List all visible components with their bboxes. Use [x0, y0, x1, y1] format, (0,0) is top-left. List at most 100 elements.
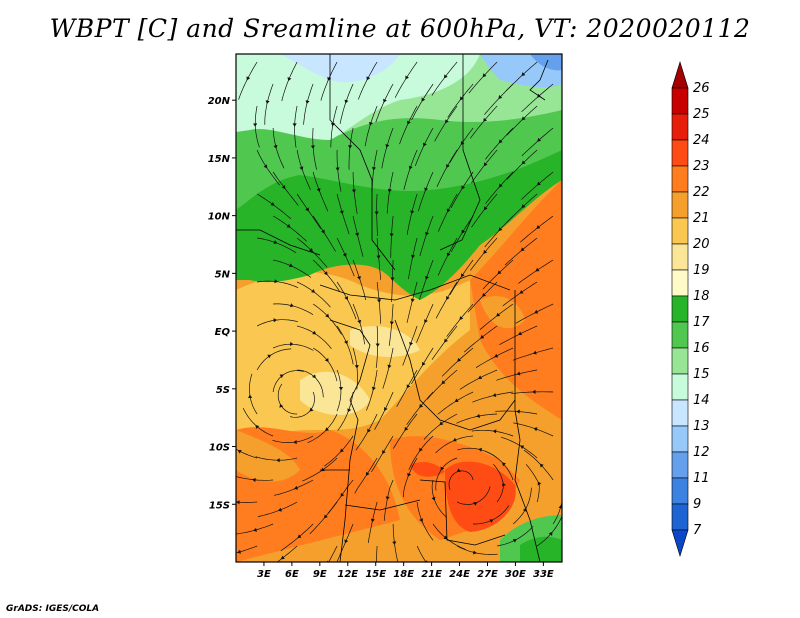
streamline-arrow: [459, 316, 464, 321]
colorbar-label: 19: [693, 263, 710, 278]
streamline: [484, 450, 514, 481]
streamline-arrow: [425, 231, 429, 236]
streamline-arrow: [532, 350, 537, 355]
colorbar-segment: [671, 243, 689, 271]
streamline-arrow: [324, 358, 329, 363]
streamline-arrow: [535, 267, 540, 272]
streamline-arrow: [347, 408, 352, 413]
streamline: [399, 105, 418, 145]
lat-tick-label: 5N: [215, 269, 231, 280]
lon-tick-label: 6E: [285, 569, 299, 580]
streamline: [471, 193, 498, 228]
streamline-arrow: [370, 518, 375, 523]
streamline: [296, 237, 328, 268]
colorbar-label: 17: [693, 315, 710, 330]
streamline-arrow: [516, 409, 520, 414]
streamline-arrow: [281, 185, 286, 190]
streamline: [236, 476, 274, 481]
streamline: [512, 487, 532, 525]
lat-tick-label: EQ: [215, 327, 231, 338]
streamline-arrow: [406, 384, 411, 389]
streamline-arrow: [405, 75, 409, 80]
streamline-arrow: [325, 427, 330, 432]
streamline: [435, 435, 474, 454]
colorbar-segment: [671, 425, 689, 453]
streamline-arrow: [253, 123, 258, 127]
streamline-arrow: [476, 413, 481, 418]
streamline: [257, 237, 297, 254]
colorbar-label: 24: [693, 133, 710, 148]
lon-tick-label: 15E: [365, 569, 386, 580]
streamline: [513, 422, 554, 437]
streamline-arrow: [520, 445, 525, 450]
streamline-arrow: [279, 374, 284, 379]
streamline-arrow: [534, 309, 539, 314]
colorbar-label: 14: [693, 393, 710, 408]
streamline-arrow: [371, 167, 376, 171]
lon-tick-label: 12E: [337, 569, 358, 580]
streamline: [437, 193, 458, 232]
streamline: [376, 545, 378, 562]
colorbar-segment: [671, 503, 689, 531]
streamline-arrow: [482, 73, 487, 78]
streamline-arrow: [411, 254, 416, 259]
streamline-arrow: [305, 207, 309, 212]
streamline-arrow: [461, 185, 466, 190]
streamline-arrow: [389, 321, 394, 325]
streamline: [499, 325, 538, 346]
streamline-arrow: [539, 463, 544, 468]
streamline-arrow: [392, 541, 397, 545]
streamline-arrow: [446, 295, 450, 300]
lon-tick-label: 9E: [313, 569, 327, 580]
streamline: [355, 413, 378, 451]
colorbar-segment: [671, 295, 689, 323]
streamline-arrow: [237, 549, 242, 554]
streamline-arrow: [236, 500, 240, 505]
streamline: [307, 413, 338, 443]
streamline-arrow: [410, 298, 415, 303]
streamline: [312, 303, 342, 335]
streamline-arrow: [483, 249, 488, 254]
colorbar: 26 25 24 23 22 21 20 19 18 17 16 15 14 13 12 11 9 7: [671, 60, 710, 558]
streamline: [256, 319, 298, 327]
colorbar-label: 13: [693, 419, 710, 434]
streamline-arrow: [419, 518, 424, 523]
streamline: [446, 303, 474, 337]
colorbar-label: 22: [693, 185, 710, 200]
streamline-arrow: [323, 271, 328, 276]
streamline: [431, 61, 458, 96]
lon-tick-label: 18E: [393, 569, 414, 580]
streamline-arrow: [355, 232, 360, 237]
colorbar-segment: [671, 529, 689, 558]
streamline: [419, 215, 434, 256]
streamline-arrow: [338, 387, 344, 391]
streamline-arrow: [473, 502, 478, 506]
streamline: [467, 281, 498, 313]
streamline: [390, 215, 394, 258]
streamline-arrow: [496, 312, 501, 317]
lon-tick-label: 3E: [257, 569, 271, 580]
lon-tick-label: 21E: [421, 569, 442, 580]
streamline-arrow: [374, 564, 378, 567]
streamline-arrow: [368, 121, 373, 126]
colorbar-label: 25: [693, 107, 710, 122]
streamline-arrow: [478, 447, 482, 452]
streamline: [515, 303, 554, 324]
streamline: [456, 486, 491, 505]
axis-ticks: 20N 15N 10N 5N EQ 5S 10S 15S 3E 6E 9E 12E 15E 18E 21E 2…: [208, 96, 554, 580]
streamline-arrow: [278, 507, 282, 512]
grads-credit: GrADS: IGES/COLA: [6, 604, 100, 614]
streamline-arrow: [446, 252, 451, 257]
colorbar-label: 7: [693, 523, 702, 538]
streamline-arrow: [288, 263, 293, 268]
colorbar-segment: [671, 113, 689, 141]
streamline-arrow: [410, 210, 415, 215]
streamline: [450, 171, 474, 208]
streamline-arrow: [344, 539, 349, 544]
streamline-arrow: [419, 403, 424, 408]
streamline-arrow: [279, 403, 284, 408]
streamline: [552, 499, 562, 525]
streamline-arrow: [273, 318, 278, 323]
streamline: [383, 479, 394, 521]
streamline-arrow: [446, 164, 450, 169]
